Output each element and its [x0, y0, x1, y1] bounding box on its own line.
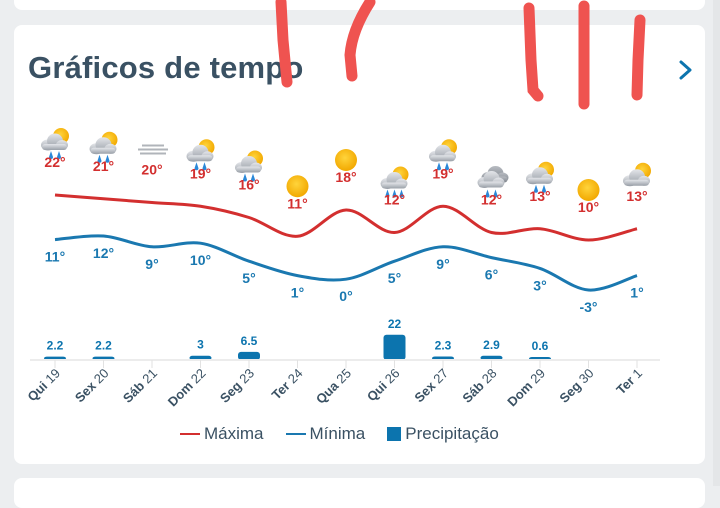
sun-cloud-rain-icon	[526, 161, 554, 193]
min-temp-label: 9°	[145, 256, 158, 272]
max-temp-label: 12°	[384, 192, 405, 208]
min-temp-line	[54, 234, 638, 292]
weather-icons	[41, 128, 651, 201]
x-axis-label: Sex 27	[411, 366, 451, 406]
min-temp-label: 9°	[436, 256, 449, 272]
max-temp-label: 22°	[44, 154, 65, 170]
svg-text:Seg 23: Seg 23	[217, 366, 257, 406]
sun-cloud-rain-icon	[89, 131, 118, 163]
min-temp-label: 10°	[190, 252, 211, 268]
min-temp-label: 12°	[93, 245, 114, 261]
sun-icon	[335, 149, 357, 171]
fog-icon	[138, 144, 168, 155]
x-axis-label: Sáb 21	[120, 366, 160, 406]
max-temp-label: 13°	[626, 188, 647, 204]
page-title: Gráficos de tempo	[28, 50, 304, 85]
svg-text:Qui 26: Qui 26	[364, 366, 403, 405]
max-temp-label: 20°	[141, 162, 162, 178]
precip-label: 3	[197, 338, 204, 352]
sun-cloud-heavy-rain-icon	[380, 166, 409, 198]
weather-chart: 22° 21° 20° 19°16°11°18°12°19°12° 13°10°13° …	[24, 128, 660, 409]
max-temp-labels: 22° 21° 20° 19° 16° 11° 18° 12° 19° 12° 13° 10° 13°	[44, 154, 647, 215]
max-temp-label: 11°	[287, 195, 307, 211]
svg-text:Ter 24: Ter 24	[269, 366, 306, 403]
x-axis-label: Sáb 28	[459, 366, 499, 406]
sun-cloud-rain-icon	[235, 150, 263, 182]
min-temp-label: 3°	[533, 277, 546, 293]
svg-text:Sex 27: Sex 27	[411, 366, 451, 406]
precip-label: 22	[388, 317, 402, 331]
precip-label: 6.5	[241, 334, 258, 348]
precip-label: 0.6	[532, 339, 549, 353]
chart-legend: Máxima Mínima Precipitação	[180, 424, 499, 444]
precip-label: 2.2	[95, 339, 112, 353]
legend-item-max[interactable]: Máxima	[180, 424, 264, 444]
sun-icon	[577, 179, 600, 201]
x-axis-label: Sex 20	[72, 366, 112, 406]
precipitation-bars: 2.2 2.2 3 6.5 22 2.3 2.9 0.6	[44, 317, 551, 360]
max-temp-label: 19°	[432, 165, 453, 181]
svg-text:Dom 22: Dom 22	[165, 366, 209, 410]
max-line-swatch	[180, 433, 200, 435]
cloud-rain-icon	[477, 166, 509, 198]
x-axis-ticks: Qui 19 Sex 20 Sáb 21 Dom 22 Seg 23 Ter 24 Qua …	[24, 360, 645, 409]
scrollbar-track	[713, 0, 720, 486]
min-temp-label: 5°	[388, 270, 401, 286]
min-temp-label: 11°	[45, 249, 65, 265]
max-temp-label: 16°	[238, 177, 259, 193]
legend-item-min[interactable]: Mínima	[285, 424, 366, 444]
max-temp-label: 12°	[481, 192, 502, 208]
precip-bar	[189, 355, 212, 360]
sun-cloud-rain-icon	[41, 128, 69, 159]
min-temp-label: -3°	[579, 299, 597, 315]
svg-text:Dom 29: Dom 29	[504, 366, 548, 410]
max-temp-label: 18°	[335, 169, 356, 185]
precip-bar	[238, 351, 260, 360]
max-temp-label: 13°	[529, 188, 550, 204]
legend-min-label: Mínima	[309, 424, 366, 443]
min-temp-labels: 11° 12° 9° 10° 5° 1° 0° 5° 9° 6° 3° -3° 1°	[45, 245, 644, 315]
x-axis-label: Ter 1	[613, 366, 645, 398]
min-temp-label: 5°	[242, 270, 255, 286]
precip-label: 2.3	[435, 338, 452, 352]
svg-text:Sáb 21: Sáb 21	[120, 366, 160, 406]
x-axis-label: Dom 22	[165, 366, 209, 410]
svg-text:Sex 20: Sex 20	[72, 366, 112, 406]
precip-label: 2.9	[483, 338, 500, 352]
precip-box-swatch	[387, 427, 402, 441]
min-temp-label: 0°	[339, 288, 352, 304]
max-temp-label: 10°	[578, 199, 599, 215]
max-temp-label: 21°	[93, 158, 114, 174]
x-axis-label: Qui 26	[364, 366, 403, 405]
sun-cloud-rain-icon	[429, 139, 457, 171]
max-temp-line	[54, 193, 638, 242]
x-axis-label: Qua 25	[313, 366, 354, 407]
precip-label: 2.2	[47, 339, 64, 353]
x-axis-label: Dom 29	[504, 366, 548, 410]
legend-item-precip[interactable]: Precipitação	[387, 424, 499, 444]
precip-bar	[383, 334, 406, 360]
chevron-right-icon[interactable]	[676, 58, 696, 82]
svg-text:Sáb 28: Sáb 28	[459, 366, 499, 406]
sun-icon	[286, 175, 309, 198]
legend-precip-label: Precipitação	[405, 424, 499, 443]
x-axis-label: Seg 23	[217, 366, 257, 406]
x-axis-label: Seg 30	[556, 366, 596, 406]
min-temp-label: 1°	[291, 285, 304, 301]
svg-text:Ter 1: Ter 1	[613, 366, 645, 398]
legend-max-label: Máxima	[204, 424, 264, 443]
min-temp-label: 6°	[485, 267, 498, 283]
sun-cloud-icon	[623, 162, 651, 187]
min-line-swatch	[285, 433, 306, 435]
svg-text:Qui 19: Qui 19	[24, 366, 63, 405]
sun-cloud-rain-icon	[186, 139, 215, 171]
max-temp-label: 19°	[190, 165, 211, 181]
precip-bar	[480, 355, 503, 360]
min-temp-label: 1°	[630, 285, 643, 301]
x-axis-label: Qui 19	[24, 366, 63, 405]
svg-text:Qua 25: Qua 25	[313, 366, 354, 407]
weather-charts-card	[14, 25, 705, 464]
svg-text:Seg 30: Seg 30	[556, 366, 596, 406]
x-axis-label: Ter 24	[269, 366, 306, 403]
